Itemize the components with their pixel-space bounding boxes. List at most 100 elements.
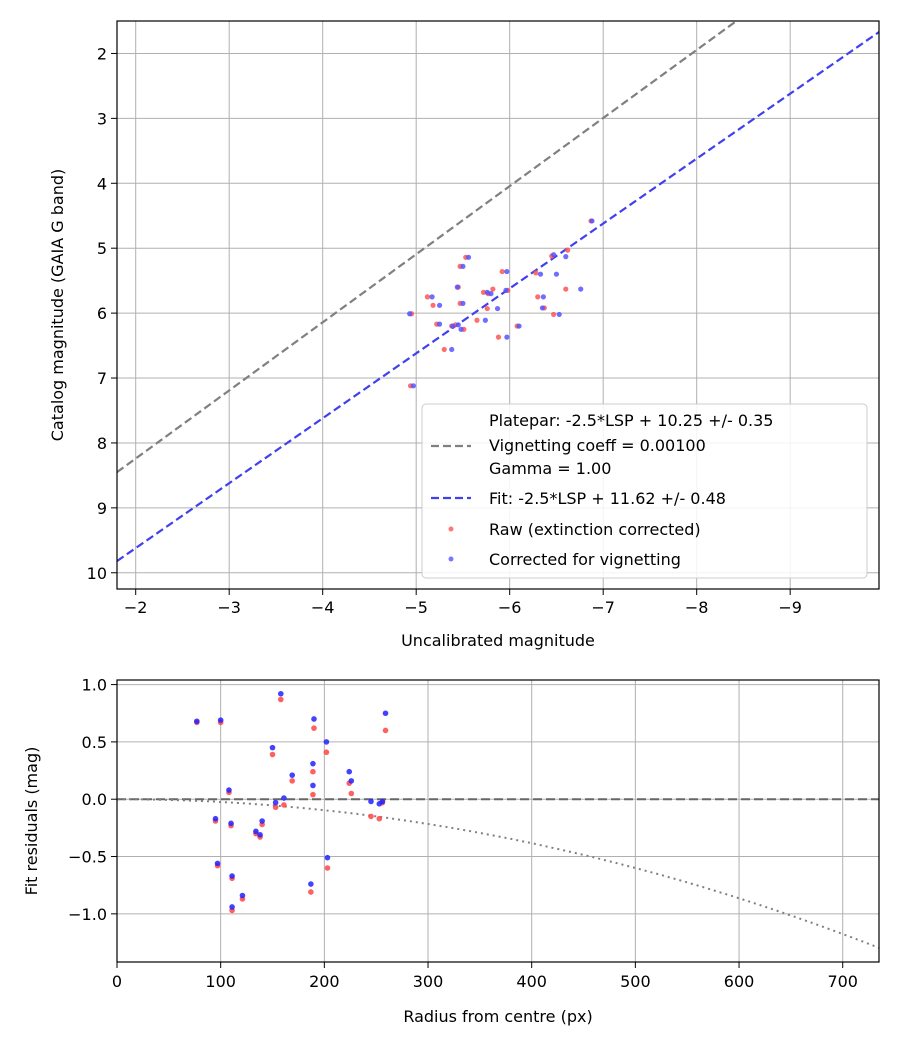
corrected-point	[458, 326, 464, 332]
corrected-residual-point	[278, 690, 284, 697]
corrected-point	[407, 311, 413, 317]
raw-point	[535, 294, 541, 300]
bottom-xlabel: Radius from centre (px)	[403, 1007, 592, 1026]
top-ytick-label: 8	[97, 434, 107, 453]
raw-residual-point	[308, 889, 314, 895]
corrected-residual-point	[310, 782, 316, 789]
bottom-xtick-label: 400	[516, 972, 547, 991]
corrected-point	[454, 284, 460, 290]
corrected-point	[449, 346, 455, 353]
corrected-point	[503, 287, 509, 293]
raw-point	[480, 289, 487, 295]
top-ytick-label: 6	[97, 304, 107, 323]
corrected-point	[539, 305, 546, 311]
vignetting-curve	[117, 798, 879, 949]
top-ylabel: Catalog magnitude (GAIA G band)	[48, 169, 67, 441]
corrected-residual-point	[253, 828, 259, 835]
corrected-residual-point	[259, 818, 265, 824]
top-ytick-label: 10	[87, 564, 107, 583]
top-ytick-label: 4	[97, 174, 107, 193]
bottom-ytick-label: −0.5	[68, 848, 107, 867]
corrected-point	[504, 268, 510, 275]
corrected-point	[482, 317, 488, 323]
raw-point	[441, 346, 447, 353]
top-points	[407, 218, 595, 389]
raw-point	[499, 268, 505, 275]
legend-corrected-label: Corrected for vignetting	[489, 550, 681, 569]
raw-residual-point	[382, 727, 389, 734]
bottom-ytick-label: −1.0	[68, 905, 107, 924]
raw-point	[424, 294, 431, 300]
corrected-residual-point	[348, 778, 355, 784]
corrected-point	[537, 271, 544, 277]
bottom-xtick-label: 200	[309, 972, 340, 991]
corrected-residual-point	[346, 768, 353, 775]
legend-fit-label: Fit: -2.5*LSP + 11.62 +/- 0.48	[489, 489, 726, 508]
legend-raw-label: Raw (extinction corrected)	[489, 520, 701, 539]
top-fit-lines	[117, 21, 879, 562]
corrected-point	[436, 321, 443, 327]
raw-point	[495, 334, 502, 340]
bottom-ylabel: Fit residuals (mag)	[22, 747, 41, 896]
bottom-ytick-label: 0.5	[82, 733, 107, 752]
raw-residual-point	[324, 865, 331, 871]
corrected-residual-point	[228, 820, 234, 827]
bottom-xtick-label: 100	[205, 972, 236, 991]
fit-line	[117, 31, 879, 562]
bottom-xtick-label: 300	[413, 972, 444, 991]
corrected-residual-point	[217, 717, 224, 723]
corrected-residual-point	[379, 798, 386, 805]
raw-residual-point	[310, 791, 316, 798]
platepar-line	[117, 21, 739, 474]
corrected-point	[436, 302, 443, 308]
corrected-point	[589, 218, 595, 224]
bottom-xtick-label: 600	[724, 972, 755, 991]
corrected-point	[556, 311, 562, 318]
corrected-residual-point	[382, 710, 389, 717]
corrected-residual-point	[226, 787, 232, 793]
legend-box	[421, 403, 868, 579]
raw-point	[490, 286, 496, 292]
raw-residual-point	[278, 696, 284, 703]
legend: Platepar: -2.5*LSP + 10.25 +/- 0.35 Vign…	[421, 403, 868, 579]
corrected-point	[488, 291, 494, 297]
corrected-residual-point	[324, 854, 331, 861]
corrected-point	[578, 286, 584, 292]
corrected-residual-point	[310, 760, 316, 767]
bottom-xtick-label: 0	[112, 972, 122, 991]
corrected-residual-point	[214, 860, 221, 867]
raw-residual-point	[272, 804, 279, 811]
raw-residual-point	[269, 751, 276, 758]
top-ticks: −2 −3 −4 −5 −6 −7 −8 −9 2 3 4 5 6 7 8 9 10	[87, 44, 802, 617]
raw-residual-point	[289, 778, 296, 784]
corrected-point	[455, 322, 461, 328]
corrected-point	[551, 252, 557, 258]
corrected-point	[450, 323, 456, 329]
raw-residual-point	[323, 749, 330, 756]
bottom-axes-frame	[116, 679, 880, 963]
corrected-residual-point	[229, 873, 235, 879]
raw-point	[551, 311, 557, 318]
raw-residual-point	[311, 725, 317, 731]
top-ytick-label: 3	[97, 109, 107, 128]
top-ytick-label: 9	[97, 499, 107, 518]
raw-point	[484, 305, 490, 312]
top-xtick-label: −9	[778, 598, 802, 617]
top-xtick-label: −3	[217, 598, 241, 617]
top-xlabel: Uncalibrated magnitude	[401, 631, 595, 650]
legend-platepar-line1: Platepar: -2.5*LSP + 10.25 +/- 0.35	[489, 411, 773, 430]
raw-point	[533, 270, 539, 276]
corrected-point	[460, 263, 466, 269]
legend-raw-swatch	[448, 526, 454, 532]
corrected-residual-point	[257, 831, 263, 838]
top-xtick-label: −5	[404, 598, 428, 617]
corrected-residual-point	[239, 892, 246, 899]
corrected-point	[429, 294, 435, 300]
corrected-point	[465, 254, 472, 260]
corrected-point	[410, 383, 416, 389]
top-ytick-label: 2	[97, 44, 107, 63]
top-xtick-label: −7	[591, 598, 615, 617]
corrected-residual-point	[323, 739, 330, 745]
raw-residual-point	[368, 813, 374, 820]
